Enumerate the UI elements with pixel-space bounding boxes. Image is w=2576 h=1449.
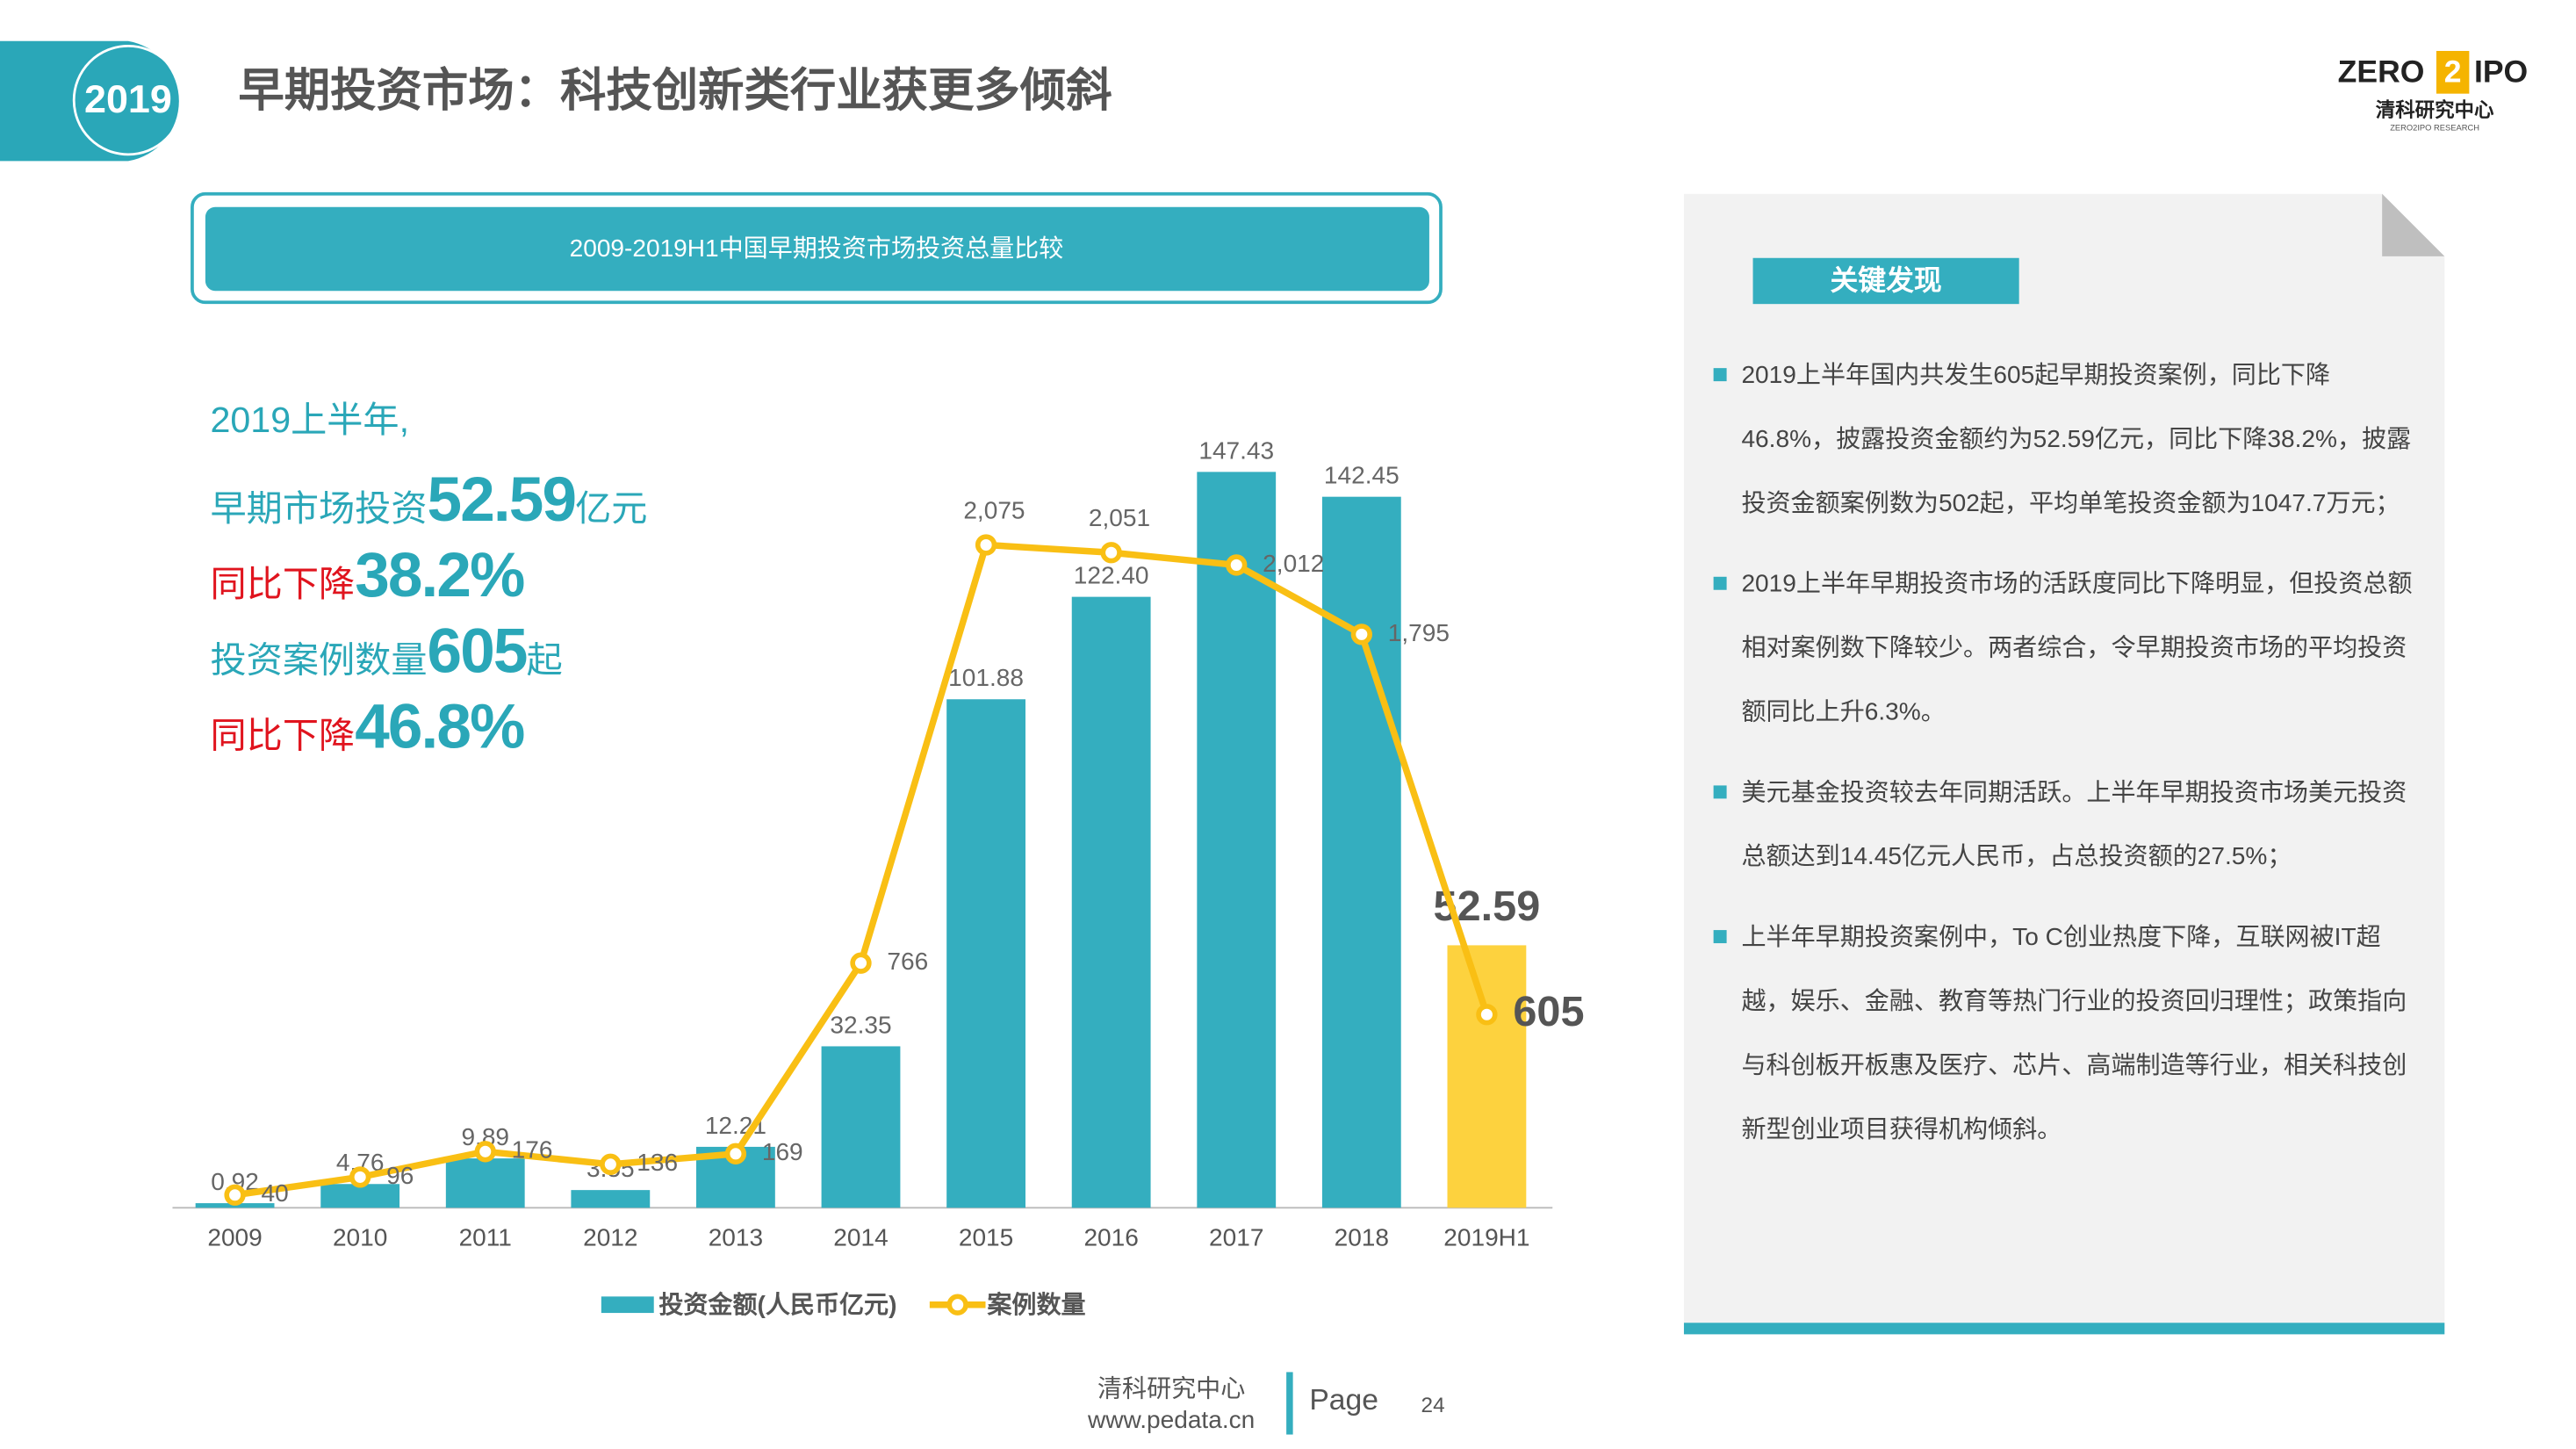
bar xyxy=(1071,596,1151,1208)
bar-value-label: 101.88 xyxy=(948,664,1024,691)
bar xyxy=(821,1046,901,1208)
x-tick-label: 2018 xyxy=(1335,1223,1389,1251)
bar xyxy=(445,1158,525,1208)
x-tick-label: 2019H1 xyxy=(1443,1223,1529,1251)
line-value-label: 766 xyxy=(887,948,928,975)
bar xyxy=(571,1190,651,1208)
bar-value-label: 147.43 xyxy=(1198,436,1274,464)
x-tick-label: 2012 xyxy=(583,1223,637,1251)
footer-org: 清科研究中心 xyxy=(1097,1374,1245,1402)
panel-bottom-bar xyxy=(1683,1323,2445,1335)
page-title: 早期投资市场：科技创新类行业获更多倾斜 xyxy=(238,66,1112,117)
x-tick-label: 2016 xyxy=(1083,1223,1138,1251)
line-marker xyxy=(1476,1004,1498,1026)
legend-label: 案例数量 xyxy=(987,1290,1085,1318)
highlight-number: 605 xyxy=(427,617,529,688)
bar xyxy=(1321,496,1401,1208)
bar-value-label: 32.35 xyxy=(830,1011,891,1038)
bar xyxy=(946,699,1025,1208)
chart-title-frame xyxy=(191,191,1443,305)
badge-ring xyxy=(72,44,184,156)
line-value-label: 169 xyxy=(762,1138,803,1165)
line-marker xyxy=(224,1184,246,1206)
highlight-line: 投资案例数量605起 xyxy=(211,618,563,688)
line-value-label: 136 xyxy=(637,1149,678,1176)
line-marker xyxy=(600,1153,622,1176)
logo-cn: 清科研究中心 xyxy=(2376,98,2494,121)
x-tick-label: 2010 xyxy=(333,1223,387,1251)
line-value-label: 40 xyxy=(262,1179,289,1207)
highlight-text: 同比下降 xyxy=(210,563,356,605)
x-tick-label: 2017 xyxy=(1209,1223,1263,1251)
line-marker xyxy=(850,952,872,974)
badge: 2019 xyxy=(84,76,172,121)
bar xyxy=(1197,472,1277,1208)
footer-page: 24 xyxy=(1421,1394,1445,1417)
line-value-label: 605 xyxy=(1513,988,1584,1035)
chart-title: 2009-2019H1中国早期投资市场投资总量比较 xyxy=(570,234,1064,262)
line-value-label: 1,795 xyxy=(1388,619,1450,646)
logo-two: 2 xyxy=(2444,54,2462,90)
highlight-number: 46.8% xyxy=(355,693,525,763)
footer-divider xyxy=(1286,1372,1293,1435)
line-marker xyxy=(1226,554,1248,576)
finding: 2019上半年国内共发生605起早期投资案例，同比下降46.8%，披露投资金额约… xyxy=(1713,343,2418,536)
highlight-text: 起 xyxy=(526,638,563,681)
line-marker xyxy=(975,534,997,556)
x-tick-label: 2011 xyxy=(459,1223,512,1251)
line-marker xyxy=(724,1143,747,1164)
line-marker xyxy=(1350,624,1372,645)
finding: 2019上半年早期投资市场的活跃度同比下降明显，但投资总额相对案例数下降较少。两… xyxy=(1713,552,2418,745)
line-value-label: 2,075 xyxy=(963,497,1025,524)
bar xyxy=(1447,945,1527,1208)
logo-en: ZERO2IPO RESEARCH xyxy=(2390,123,2479,132)
line-value-label: 2,012 xyxy=(1263,550,1324,577)
highlight-line: 2019上半年, xyxy=(211,391,410,443)
bar-value-label: 142.45 xyxy=(1324,462,1400,489)
line-value-label: 96 xyxy=(386,1162,414,1189)
highlight-text: 同比下降 xyxy=(210,714,356,756)
highlight-line: 早期市场投资52.59亿元 xyxy=(211,466,648,537)
highlight-text: 2019上半年, xyxy=(210,399,410,441)
findings-title-box xyxy=(1752,257,2019,305)
highlight-text: 亿元 xyxy=(575,487,648,530)
findings-list: 2019上半年国内共发生605起早期投资案例，同比下降46.8%，披露投资金额约… xyxy=(1713,343,2418,1179)
finding: 上半年早期投资案例中，To C创业热度下降，互联网被IT超越，娱乐、金融、教育等… xyxy=(1713,905,2418,1162)
findings-panel xyxy=(1683,193,2445,1328)
bar xyxy=(320,1184,400,1208)
x-tick-label: 2013 xyxy=(709,1223,763,1251)
line-marker xyxy=(1100,542,1122,564)
logo-box xyxy=(2436,51,2470,94)
finding: 美元基金投资较去年同期活跃。上半年早期投资市场美元投资总额达到14.45亿元人民… xyxy=(1713,761,2418,889)
logo-zero: ZERO xyxy=(2338,54,2425,90)
legend-label: 投资金额(人民币亿元) xyxy=(658,1290,896,1318)
bar-value-label: 122.40 xyxy=(1074,562,1149,589)
x-tick-label: 2009 xyxy=(207,1223,262,1251)
line-value-label: 176 xyxy=(512,1136,553,1164)
highlight-line: 同比下降46.8% xyxy=(210,693,526,764)
highlight-text: 投资案例数量 xyxy=(210,638,428,681)
highlight-line: 同比下降38.2% xyxy=(210,542,526,612)
logo-ipo: IPO xyxy=(2474,54,2528,90)
chart: 2009 2010 2011 2012 2013 2014 2015 2016 2017 2018… xyxy=(172,436,1585,1318)
highlight-number: 52.59 xyxy=(427,466,577,537)
legend-swatch xyxy=(601,1296,654,1314)
legend-swatch xyxy=(946,1294,968,1316)
findings-title: 关键发现 xyxy=(1831,264,1942,296)
panel-fold xyxy=(2382,193,2445,256)
footer-url: www.pedata.cn xyxy=(1087,1406,1255,1433)
highlight-text: 早期市场投资 xyxy=(210,487,428,530)
x-tick-label: 2014 xyxy=(833,1223,888,1251)
line-marker xyxy=(474,1141,496,1163)
highlight-number: 38.2% xyxy=(355,542,525,612)
header-tab xyxy=(0,40,179,162)
x-tick-label: 2015 xyxy=(959,1223,1013,1251)
footer-page-label: Page xyxy=(1309,1384,1378,1417)
line-value-label: 2,051 xyxy=(1089,504,1150,531)
line-marker xyxy=(349,1166,371,1188)
chart-title-box xyxy=(205,206,1429,292)
